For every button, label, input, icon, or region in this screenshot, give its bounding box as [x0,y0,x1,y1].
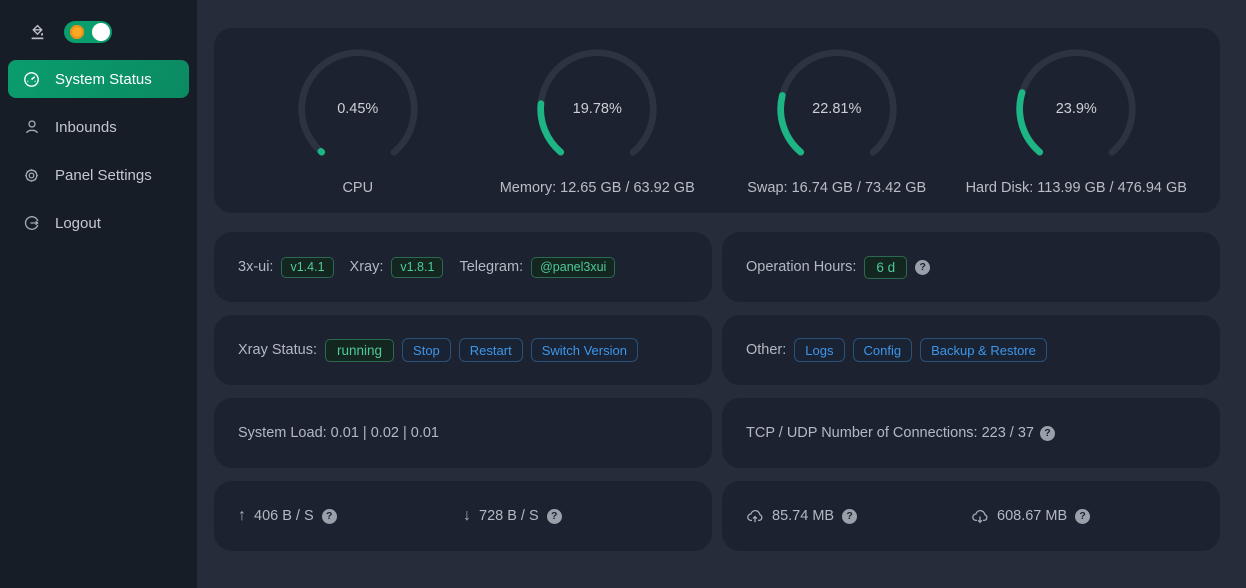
dashboard-icon [23,71,40,88]
switch-version-button[interactable]: Switch Version [530,338,638,362]
connections-text: TCP / UDP Number of Connections: 223 / 3… [746,425,1034,441]
sidebar-item-logout[interactable]: Logout [8,204,189,242]
xray-running-tag: running [324,338,395,362]
dark-mode-toggle[interactable] [64,21,112,43]
hard-disk-percent: 23.9% [1055,100,1097,117]
total-received-value: 608.67 MB [997,508,1068,524]
cpu-percent: 0.45% [337,100,379,117]
telegram-label: Telegram: [459,259,524,275]
theme-colors-icon [29,24,46,41]
cloud-download-icon [971,508,989,524]
swap-caption: Swap: 16.74 GB / 73.42 GB [747,179,927,196]
main-content: 0.45% CPU 19.78% Memory: 12.65 GB / 63.9… [197,0,1246,588]
system-load-card: System Load: 0.01 | 0.02 | 0.01 [214,398,712,468]
help-icon[interactable]: ? [1075,508,1091,524]
connections-card: TCP / UDP Number of Connections: 223 / 3… [722,398,1220,468]
xray-label: Xray: [349,259,384,275]
other-label: Other: [746,342,787,358]
sidebar-item-label: Inbounds [55,118,117,136]
upload-speed-value: 406 B / S [254,508,314,524]
memory-percent: 19.78% [572,100,622,117]
telegram-handle-tag[interactable]: @panel3xui [531,256,616,278]
hard-disk-caption: Hard Disk: 113.99 GB / 476.94 GB [965,179,1187,196]
backup-restore-button[interactable]: Backup & Restore [920,338,1047,362]
stop-button[interactable]: Stop [402,338,451,362]
sidebar-header [0,14,197,50]
gauge-hard-disk: 23.9% Hard Disk: 113.99 GB / 476.94 GB [957,46,1197,196]
system-load-text: System Load: 0.01 | 0.02 | 0.01 [238,425,439,441]
network-total-card: 85.74 MB ? 608.67 MB ? [722,481,1220,551]
xui-label: 3x-ui: [238,259,274,275]
gear-icon [23,167,40,184]
network-speed-card: ↑ 406 B / S ? ↓ 728 B / S ? [214,481,712,551]
help-icon[interactable]: ? [321,508,337,524]
cloud-upload-icon [746,508,764,524]
xray-status-card: Xray Status: running Stop Restart Switch… [214,315,712,385]
sidebar-item-panel-settings[interactable]: Panel Settings [8,156,189,194]
gauge-memory: 19.78% Memory: 12.65 GB / 63.92 GB [478,46,718,196]
logout-icon [23,215,40,231]
restart-button[interactable]: Restart [458,338,523,362]
sidebar: System Status Inbounds Panel Settings [0,0,197,588]
memory-caption: Memory: 12.65 GB / 63.92 GB [499,179,695,196]
operation-hours-card: Operation Hours: 6 d ? [722,232,1220,302]
swap-percent: 22.81% [812,100,862,117]
sidebar-menu: System Status Inbounds Panel Settings [0,60,197,242]
help-icon[interactable]: ? [842,508,858,524]
total-sent-value: 85.74 MB [772,508,835,524]
up-arrow-icon: ↑ [238,507,246,524]
versions-card: 3x-ui: v1.4.1 Xray: v1.8.1 Telegram: @pa… [214,232,712,302]
download-speed: ↓ 728 B / S ? [463,507,688,525]
cpu-caption: CPU [342,179,374,196]
total-received: 608.67 MB ? [971,508,1196,524]
gauge-cpu: 0.45% CPU [238,46,478,196]
gauge-swap: 22.81% Swap: 16.74 GB / 73.42 GB [717,46,957,196]
operation-hours-value-tag: 6 d [864,255,908,279]
xray-status-label: Xray Status: [238,342,317,358]
xui-version-tag: v1.4.1 [281,256,334,278]
system-gauges-card: 0.45% CPU 19.78% Memory: 12.65 GB / 63.9… [214,28,1220,213]
info-cards-grid: 3x-ui: v1.4.1 Xray: v1.8.1 Telegram: @pa… [214,232,1220,551]
toggle-knob [92,23,110,41]
sidebar-item-label: System Status [55,70,152,88]
user-icon [23,119,40,135]
download-speed-value: 728 B / S [479,508,539,524]
sun-icon [70,25,84,39]
xray-version-tag: v1.8.1 [391,256,444,278]
other-actions-card: Other: Logs Config Backup & Restore [722,315,1220,385]
down-arrow-icon: ↓ [463,507,471,524]
operation-hours-label: Operation Hours: [746,259,857,275]
help-icon[interactable]: ? [1040,425,1055,441]
sidebar-item-label: Logout [55,214,101,232]
help-icon[interactable]: ? [915,259,931,275]
total-sent: 85.74 MB ? [746,508,971,524]
logs-button[interactable]: Logs [794,338,845,362]
config-button[interactable]: Config [852,338,913,362]
sidebar-item-system-status[interactable]: System Status [8,60,189,98]
sidebar-item-label: Panel Settings [55,166,152,184]
upload-speed: ↑ 406 B / S ? [238,507,463,525]
help-icon[interactable]: ? [546,508,562,524]
sidebar-item-inbounds[interactable]: Inbounds [8,108,189,146]
